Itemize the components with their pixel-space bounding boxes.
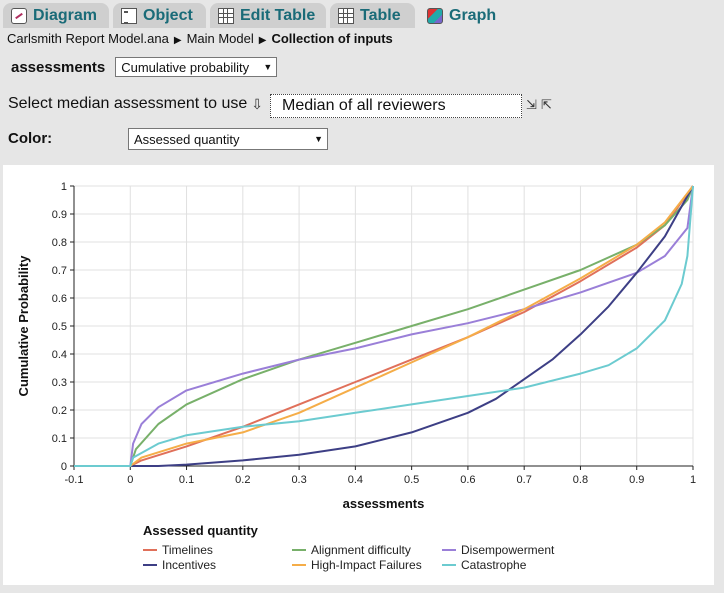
y-axis-label: Cumulative Probability [16, 255, 31, 397]
tab-label: Edit Table [240, 6, 316, 24]
tab-diagram[interactable]: Diagram [3, 3, 109, 28]
tab-label: Graph [449, 6, 497, 24]
y-tick-label: 0.6 [52, 293, 67, 305]
tab-label: Table [360, 6, 401, 24]
median-label: Select median assessment to use [8, 95, 248, 112]
series-line-high-impact-failures [74, 185, 694, 467]
y-tick-label: 0.4 [52, 349, 67, 361]
expand-icon[interactable]: ⇲ [526, 97, 537, 112]
y-tick-label: 0.7 [52, 265, 67, 277]
x-tick-label: 0.2 [235, 474, 250, 486]
legend-swatch [143, 564, 157, 566]
legend-label: Incentives [162, 558, 217, 572]
y-tick-label: 0 [61, 461, 67, 473]
y-tick-label: 0.3 [52, 377, 67, 389]
legend-label: High-Impact Failures [311, 558, 422, 572]
legend-item: Alignment difficulty [292, 543, 411, 557]
legend-item: Catastrophe [442, 558, 526, 572]
median-row: Select median assessment to use ⇩ [8, 95, 263, 113]
breadcrumb-separator-icon: ▶ [173, 35, 182, 46]
y-tick-label: 0.2 [52, 405, 67, 417]
x-tick-label: 0.7 [517, 474, 532, 486]
color-label: Color: [8, 130, 53, 147]
tab-edit-table[interactable]: Edit Table [210, 3, 326, 28]
series-line-timelines [74, 185, 694, 467]
x-tick-label: 0.1 [179, 474, 194, 486]
cumulative-probability-chart: -0.1 0 0.1 0.2 0.3 0.4 0.5 0.6 0.7 0.8 0.9 100.10.2… [16, 181, 696, 511]
color-select[interactable]: Assessed quantity ▼ [128, 128, 328, 150]
down-arrow-icon[interactable]: ⇩ [251, 95, 263, 112]
x-axis-label: assessments [343, 496, 425, 511]
legend-swatch [143, 549, 157, 551]
x-tick-label: 0.5 [404, 474, 419, 486]
x-tick-label: 0.6 [460, 474, 475, 486]
assessments-row: assessments Cumulative probability ▼ [11, 56, 278, 78]
view-select-value: Cumulative probability [121, 59, 250, 75]
diagram-icon [11, 7, 27, 24]
breadcrumb-current: Collection of inputs [271, 31, 393, 46]
graph-panel: -0.1 0 0.1 0.2 0.3 0.4 0.5 0.6 0.7 0.8 0.9 1 0 0.1 0.2… [3, 165, 714, 585]
color-select-value: Assessed quantity [134, 131, 240, 147]
table-icon [218, 7, 234, 24]
series-line-alignment-difficulty [74, 185, 694, 467]
median-field[interactable]: Median of all reviewers [270, 94, 522, 118]
x-tick-label: 1 [690, 474, 696, 486]
tab-table[interactable]: Table [330, 3, 415, 28]
tab-graph[interactable]: Graph [419, 3, 508, 28]
y-tick-label: 0.8 [52, 237, 67, 249]
breadcrumb-item[interactable]: Carlsmith Report Model.ana [7, 31, 169, 46]
legend-item: High-Impact Failures [292, 558, 422, 572]
graph-icon [427, 7, 443, 24]
series-line-disempowerment [74, 185, 694, 467]
table-icon [338, 7, 354, 24]
legend-label: Disempowerment [461, 543, 555, 557]
y-tick-label: 0.5 [52, 321, 67, 333]
legend-item: Disempowerment [442, 543, 554, 557]
legend-title: Assessed quantity [143, 523, 258, 538]
legend-swatch [292, 549, 306, 551]
tab-object[interactable]: Object [113, 3, 206, 28]
x-tick-label: 0.4 [348, 474, 363, 486]
chevron-down-icon: ▼ [314, 134, 323, 144]
legend-swatch [442, 549, 456, 551]
legend-swatch [292, 564, 306, 566]
legend-label: Timelines [162, 543, 213, 557]
x-tick-label: -0.1 [65, 474, 84, 486]
legend-item: Timelines [143, 543, 213, 557]
y-tick-label: 0.9 [52, 209, 67, 221]
breadcrumb: Carlsmith Report Model.ana ▶ Main Model ▶ Co… [7, 31, 393, 46]
view-select[interactable]: Cumulative probability ▼ [115, 57, 278, 77]
y-tick-label: 1 [61, 181, 67, 193]
breadcrumb-item[interactable]: Main Model [186, 31, 254, 46]
x-tick-label: 0.3 [291, 474, 306, 486]
tab-label: Object [143, 6, 193, 24]
breadcrumb-separator-icon: ▶ [258, 35, 267, 46]
x-tick-label: 0 [127, 474, 133, 486]
series-line-incentives [74, 185, 694, 467]
legend-swatch [442, 564, 456, 566]
y-tick-label: 0.1 [52, 433, 67, 445]
tab-bar: Diagram Object Edit Table Table Graph [0, 0, 724, 28]
collapse-icon[interactable]: ⇱ [541, 97, 552, 112]
x-tick-label: 0.9 [629, 474, 644, 486]
chevron-down-icon: ▼ [263, 62, 273, 72]
object-icon [121, 7, 137, 24]
tab-label: Diagram [33, 6, 98, 24]
legend-item: Incentives [143, 558, 216, 572]
assessments-label: assessments [11, 58, 106, 76]
legend-label: Catastrophe [461, 558, 527, 572]
series-line-catastrophe [74, 185, 694, 467]
x-tick-label: 0.8 [573, 474, 588, 486]
legend-label: Alignment difficulty [311, 543, 411, 557]
